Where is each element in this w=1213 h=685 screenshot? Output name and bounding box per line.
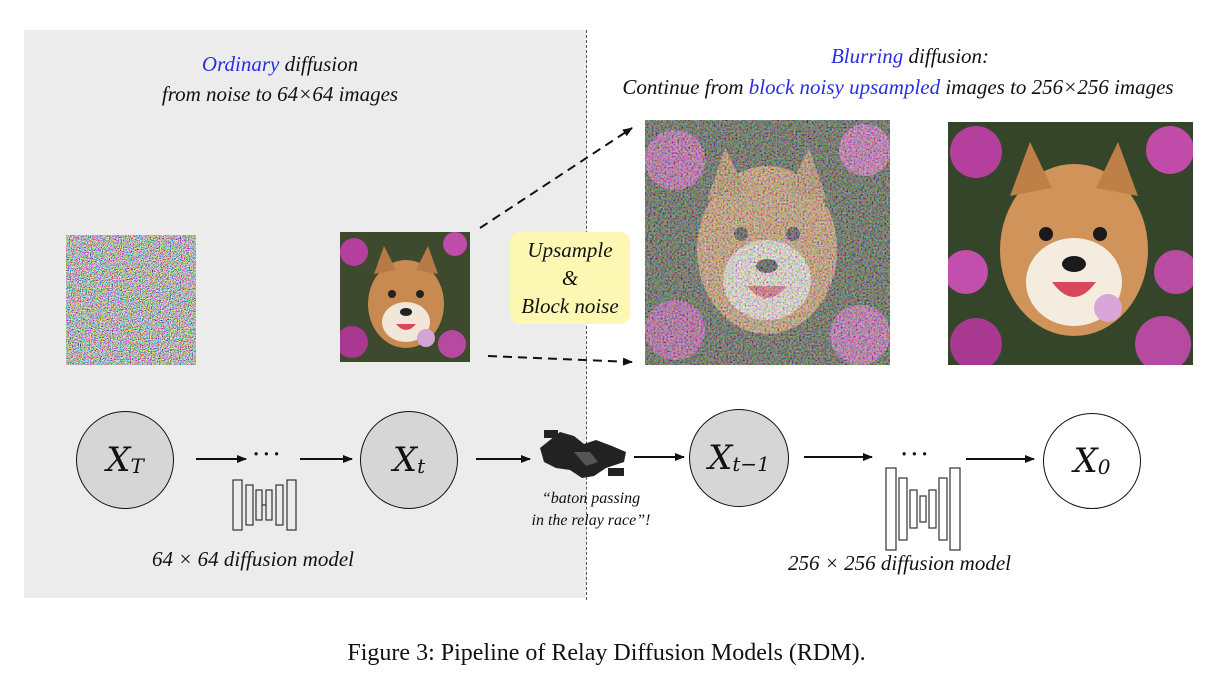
figure-caption: Figure 3: Pipeline of Relay Diffusion Mo… [347,640,866,666]
dog-noisy-256-image [645,120,890,365]
dog-256-image [948,122,1193,365]
badge-line-2: & [561,266,579,290]
dashed-arrow-lower [487,355,633,366]
dog-64-image [340,232,470,362]
upsample-block-noise-badge: Upsample & Block noise [510,232,630,324]
baton-passing-label: “baton passing in the relay race”! [531,490,651,529]
blurring-title: Blurring diffusion: [830,44,990,68]
noise-image [66,235,196,365]
handshake-icon [540,430,626,478]
unet-icon-small [232,479,297,531]
model-label-256: 256 × 256 diffusion model [788,551,1012,575]
unet-icon-large [885,467,961,551]
dashed-arrow-upper [479,127,633,229]
badge-line-1: Upsample [527,238,613,262]
ellipsis-left: ··· [252,440,283,470]
blurring-subtitle: Continue from block noisy upsampled imag… [622,75,1174,99]
badge-line-3: Block noise [521,294,619,318]
ordinary-subtitle: from noise to 64×64 images [161,82,399,106]
ellipsis-right: ··· [900,440,931,470]
ordinary-title: Ordinary diffusion [201,52,359,76]
model-label-64: 64 × 64 diffusion model [152,547,355,571]
